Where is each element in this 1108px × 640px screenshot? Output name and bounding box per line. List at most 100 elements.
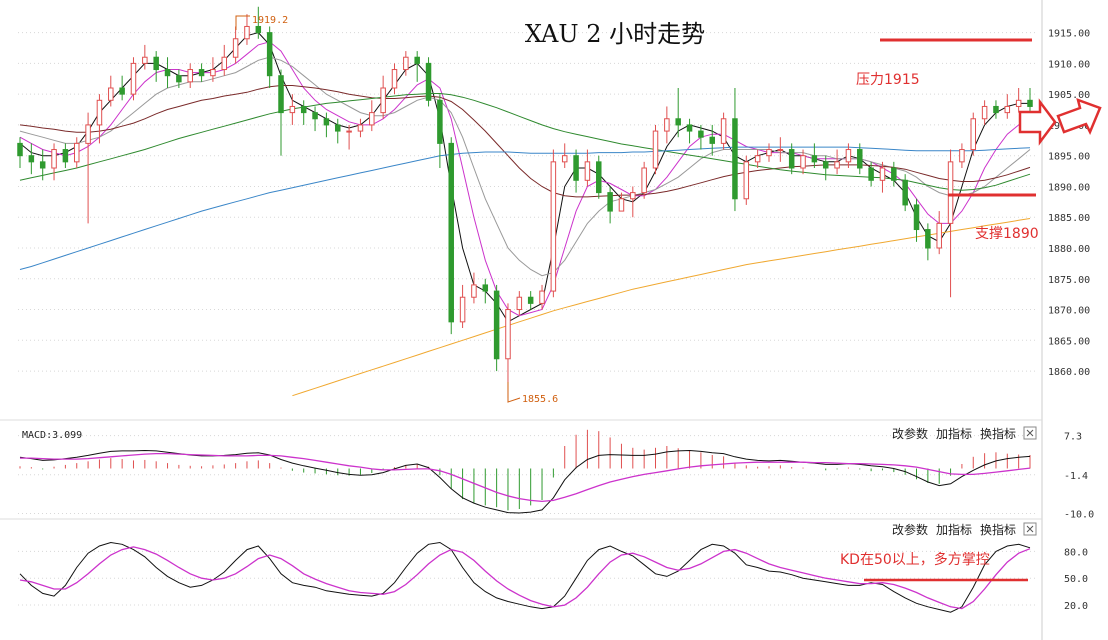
macd-switch-indicator-button[interactable]: 换指标 — [980, 426, 1016, 441]
candle-body — [834, 161, 840, 169]
candle-body — [879, 167, 886, 181]
candle-body — [766, 149, 772, 157]
candle-body — [516, 296, 523, 311]
candle-body — [913, 204, 920, 231]
candle-body — [312, 112, 318, 120]
macd-dea-line — [20, 452, 1031, 503]
kd-switch-indicator-button[interactable]: 换指标 — [980, 522, 1016, 537]
price-tick-label: 1915.00 — [1048, 29, 1090, 40]
candle-body — [947, 161, 954, 224]
candle-body — [459, 296, 466, 323]
price-tick-label: 1905.00 — [1048, 90, 1090, 101]
candle-body — [380, 87, 386, 114]
candle-body — [686, 124, 693, 132]
chart-title: XAU 2 小时走势 — [525, 20, 705, 48]
candle-body — [51, 149, 57, 169]
candle-body — [527, 296, 534, 304]
candle-body — [1027, 99, 1033, 107]
candle-body — [73, 142, 80, 163]
candle-body — [39, 161, 46, 169]
candle-body — [777, 149, 784, 152]
moving-average-line — [292, 218, 1031, 397]
candle-body — [630, 192, 636, 200]
macd-change-params-button[interactable]: 改参数 — [892, 426, 928, 441]
kd-add-indicator-button[interactable]: 加指标 — [936, 522, 972, 537]
candle-body — [925, 229, 931, 249]
candle-body — [857, 149, 863, 169]
candle-body — [1004, 105, 1011, 114]
support-label: 支撑1890 — [975, 226, 1039, 242]
candle-body — [335, 124, 341, 132]
candle-body — [822, 161, 829, 169]
candle-body — [130, 62, 137, 95]
candle-body — [210, 69, 216, 77]
candle-body — [289, 105, 296, 114]
candle-body — [664, 118, 670, 132]
price-tick-label: 1875.00 — [1048, 275, 1090, 286]
candle-body — [448, 142, 454, 323]
macd-dif-line — [19, 449, 1031, 514]
moving-average-line — [19, 146, 1031, 270]
kd-close-icon[interactable] — [1023, 522, 1037, 536]
macd-close-icon[interactable] — [1023, 426, 1037, 440]
kd-change-params-button[interactable]: 改参数 — [892, 522, 928, 537]
price-tick-label: 1860.00 — [1048, 367, 1090, 378]
candle-body — [845, 149, 852, 163]
low-marker-arrow — [507, 382, 521, 403]
price-tick-label: 1895.00 — [1048, 152, 1090, 163]
candle-body — [732, 118, 738, 200]
candle-body — [153, 56, 159, 71]
macd-add-indicator-button[interactable]: 加指标 — [936, 426, 972, 441]
candle-body — [176, 75, 182, 83]
kd-tick-label: 50.0 — [1064, 574, 1088, 585]
price-axis: 1915.001910.001905.001900.001895.001890.… — [1048, 29, 1094, 612]
candle-body — [482, 284, 489, 292]
candle-body — [266, 32, 273, 77]
candle-body — [720, 118, 727, 144]
candle-body — [743, 161, 750, 200]
kd-tick-label: 80.0 — [1064, 547, 1088, 558]
moving-average-line — [19, 93, 1031, 191]
kd-d-line — [19, 546, 1031, 610]
candle-body — [221, 56, 228, 71]
candle-body — [584, 161, 591, 181]
candle-body — [754, 155, 761, 163]
kd-tick-label: 20.0 — [1064, 601, 1088, 612]
grid — [0, 0, 1043, 640]
candle-body — [278, 75, 284, 114]
kd-annotation: KD在50以上，多方掌控 — [840, 551, 990, 568]
high-marker-arrow — [235, 15, 250, 30]
candle-body — [437, 99, 443, 144]
candle-body — [868, 167, 874, 181]
candle-body — [936, 222, 942, 249]
candle-body — [596, 161, 602, 194]
candle-body — [425, 62, 432, 101]
candle-body — [108, 87, 114, 101]
candle-body — [391, 69, 398, 89]
candle-body — [505, 309, 511, 360]
candle-body — [85, 124, 91, 144]
candle-body — [573, 155, 579, 181]
candle-body — [96, 99, 103, 126]
candle-body — [641, 167, 647, 194]
macd-tick-label: 7.3 — [1064, 432, 1082, 443]
low-label: 1855.6 — [522, 394, 558, 405]
candle-body — [244, 25, 250, 40]
candle-body — [471, 284, 477, 298]
candle-body — [550, 161, 557, 292]
arrow-up-right-icon — [1056, 98, 1102, 136]
candle-body — [187, 69, 193, 83]
candle-body — [675, 118, 681, 126]
candle-body — [119, 87, 125, 95]
candle-body — [800, 155, 806, 169]
candle-body — [300, 105, 307, 114]
arrow-right-icon — [1018, 98, 1057, 146]
candle-body — [28, 155, 35, 163]
kd-panel — [19, 541, 1031, 613]
price-tick-label: 1880.00 — [1048, 244, 1090, 255]
macd-panel — [19, 429, 1031, 514]
candle-body — [414, 56, 420, 64]
candle-body — [255, 25, 262, 34]
candle-body — [652, 130, 659, 169]
kd-k-line — [19, 541, 1031, 613]
